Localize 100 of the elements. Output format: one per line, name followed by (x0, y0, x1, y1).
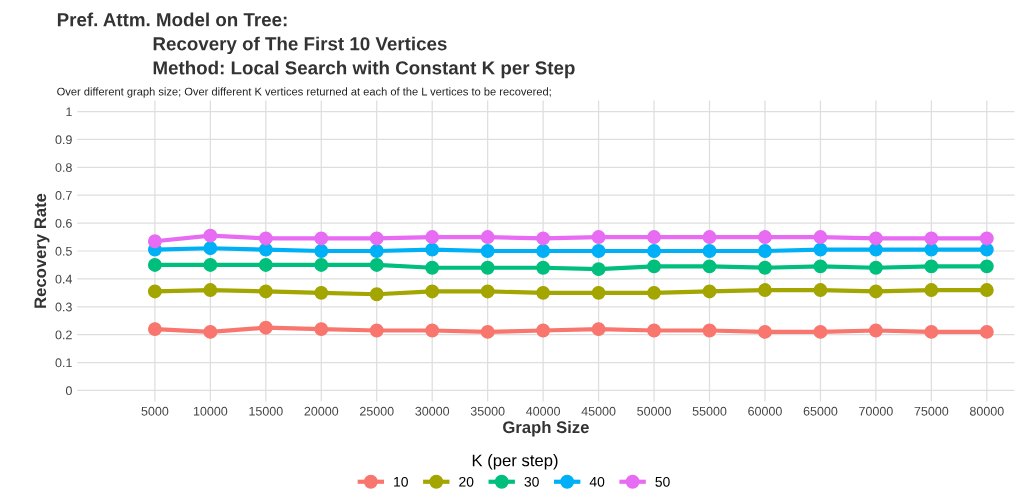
point (258, 257, 273, 272)
point (758, 283, 772, 297)
point (369, 244, 384, 258)
point (813, 259, 828, 274)
y-tick-label: 1 (66, 107, 72, 117)
point (647, 244, 661, 258)
point (924, 231, 939, 246)
point (203, 241, 218, 256)
point (647, 230, 661, 245)
point (868, 284, 883, 299)
point (813, 283, 828, 297)
chart-title: Pref. Attm. Model on Tree: Recovery of The First 10 Vertices Method: Local Search with Constant K per Step (57, 12, 575, 79)
x-tick-label: 50000 (637, 406, 671, 416)
point (702, 323, 717, 338)
point (868, 231, 883, 246)
point (758, 260, 772, 275)
x-tick-label: 5000 (141, 406, 169, 416)
point (258, 320, 273, 335)
point (758, 230, 772, 245)
point (314, 231, 329, 246)
legend-label: 40 (589, 476, 605, 487)
point (536, 285, 551, 300)
point (480, 230, 495, 245)
point (979, 231, 994, 246)
legend-label: 20 (459, 476, 474, 487)
point (425, 230, 440, 245)
point (758, 324, 772, 339)
x-tick-label: 75000 (914, 406, 949, 416)
point (979, 283, 994, 297)
point (425, 260, 440, 275)
point (314, 322, 329, 337)
point (480, 260, 495, 275)
point (979, 324, 994, 339)
y-tick-label: 0.5 (55, 246, 72, 256)
point (314, 285, 329, 300)
y-tick-label: 0.8 (55, 163, 72, 172)
point (258, 284, 273, 299)
point (924, 259, 939, 274)
point (813, 242, 828, 257)
point (203, 228, 218, 243)
point (369, 231, 384, 246)
point (425, 284, 440, 299)
point (591, 322, 606, 337)
legend-label: 50 (655, 476, 670, 487)
x-tick-label: 35000 (470, 406, 505, 416)
x-tick-label: 60000 (748, 406, 782, 416)
point (425, 242, 440, 257)
point (536, 260, 551, 275)
y-tick-label: 0.2 (55, 330, 72, 340)
point (924, 283, 939, 297)
point (147, 257, 162, 272)
point (147, 284, 162, 299)
y-tick-label: 0.1 (55, 358, 72, 368)
point (369, 257, 384, 272)
chart-subtitle: Over different graph size; Over different K vertices returned at each of the L vertices to be recovered; (57, 87, 551, 98)
point (702, 259, 717, 274)
point (314, 244, 329, 258)
point (536, 231, 551, 246)
x-tick-label: 20000 (304, 406, 339, 416)
point (369, 287, 384, 302)
x-tick-label: 30000 (415, 406, 450, 416)
x-tick-label: 80000 (969, 406, 1004, 416)
y-tick-label: 0.7 (55, 191, 72, 200)
point (591, 285, 606, 300)
y-tick-label: 0.9 (55, 135, 72, 145)
y-tick-label: 0 (65, 386, 72, 396)
point (813, 230, 828, 245)
x-tick-label: 10000 (193, 406, 228, 416)
x-tick-label: 15000 (249, 406, 283, 416)
point (536, 244, 551, 258)
point (924, 324, 939, 339)
y-tick-label: 0.4 (55, 274, 73, 284)
point (702, 230, 717, 245)
legend-title: K (per step) (472, 454, 558, 470)
point (591, 244, 606, 258)
point (758, 244, 772, 258)
x-tick-label: 40000 (526, 406, 561, 416)
point (979, 259, 994, 274)
point (369, 323, 384, 338)
point (203, 257, 218, 272)
y-tick-label: 0.6 (55, 218, 72, 228)
x-tick-label: 70000 (859, 406, 893, 416)
y-axis-title: Recovery Rate (34, 193, 50, 308)
point (536, 323, 551, 338)
point (868, 242, 883, 257)
point (480, 284, 495, 299)
point (813, 324, 828, 339)
point (702, 244, 717, 258)
legend-label: 30 (524, 476, 539, 487)
x-tick-label: 45000 (581, 406, 616, 416)
point (480, 324, 495, 339)
point (868, 260, 883, 275)
y-tick-label: 0.3 (55, 302, 72, 312)
point (647, 259, 661, 274)
x-tick-label: 65000 (803, 406, 838, 416)
point (868, 323, 883, 338)
point (591, 230, 606, 245)
point (480, 244, 495, 258)
legend-label: 10 (394, 476, 408, 487)
point (147, 234, 162, 249)
